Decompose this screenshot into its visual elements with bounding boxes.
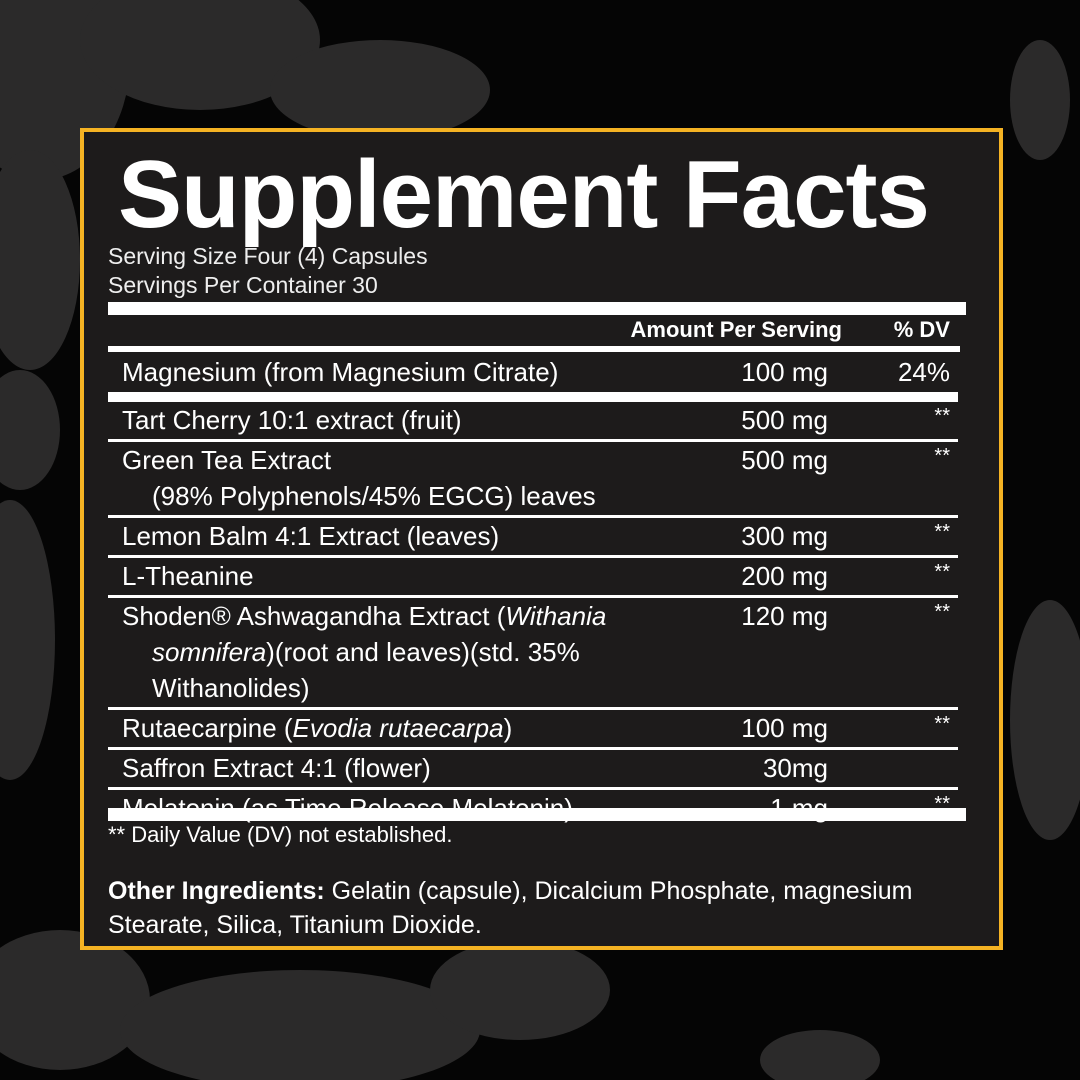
title: Supplement Facts (118, 141, 930, 248)
table-row: Lemon Balm 4:1 Extract (leaves) 300 mg *… (108, 518, 958, 558)
name-italic: somnifera (152, 637, 267, 667)
name-text: )(root and leaves)(std. 35% (266, 637, 580, 667)
header-dv: % DV (893, 317, 950, 342)
name-line: somnifera)(root and leaves)(std. 35% (122, 634, 702, 670)
other-ingredients-label: Other Ingredients: (108, 877, 325, 905)
serving-info: Serving Size Four (4) Capsules Servings … (108, 242, 428, 300)
ingredient-name: Tart Cherry 10:1 extract (fruit) (122, 405, 462, 435)
ingredient-name: Rutaecarpine (Evodia rutaecarpa) (108, 710, 702, 746)
ingredient-amount: 120 mg (741, 601, 828, 631)
header-amount: Amount Per Serving (630, 317, 842, 342)
table-row: Green Tea Extract (98% Polyphenols/45% EG… (108, 442, 958, 518)
other-ingredients-text: Gelatin (capsule), Dicalcium Phosphate, … (108, 877, 913, 939)
table-row: Saffron Extract 4:1 (flower) 30mg (108, 750, 958, 790)
name-line: Green Tea Extract (122, 445, 332, 475)
table-header: Amount Per Serving % DV (108, 317, 950, 347)
name-line: Withanolides) (152, 673, 310, 703)
ingredient-name: Green Tea Extract (98% Polyphenols/45% EG… (108, 442, 702, 514)
ingredient-dv: ** (934, 561, 950, 583)
servings-per-container: Servings Per Container 30 (108, 272, 378, 298)
ingredient-dv: ** (934, 601, 950, 623)
ingredient-name: Shoden® Ashwagandha Extract (Withania som… (108, 598, 702, 706)
table-row: Shoden® Ashwagandha Extract (Withania som… (108, 598, 958, 710)
other-ingredients: Other Ingredients: Gelatin (capsule), Di… (108, 874, 968, 942)
serving-size: Serving Size Four (4) Capsules (108, 243, 428, 269)
supplement-facts-panel: Supplement Facts Serving Size Four (4) C… (80, 128, 1003, 950)
divider-thick-bottom (108, 808, 966, 821)
name-italic: Evodia rutaecarpa (292, 713, 504, 743)
table-row: Magnesium (from Magnesium Citrate) 100 m… (108, 354, 958, 402)
name-line: (98% Polyphenols/45% EGCG) leaves (152, 481, 596, 511)
ingredient-name: L-Theanine (122, 561, 254, 591)
ingredients-table: Magnesium (from Magnesium Citrate) 100 m… (108, 354, 958, 827)
ingredient-dv: ** (934, 445, 950, 467)
ingredient-dv: ** (934, 713, 950, 735)
divider-medium (108, 346, 960, 352)
table-row: Rutaecarpine (Evodia rutaecarpa) 100 mg … (108, 710, 958, 750)
ingredient-name: Lemon Balm 4:1 Extract (leaves) (122, 521, 500, 551)
footnote: ** Daily Value (DV) not established. (108, 822, 453, 847)
ingredient-amount: 500 mg (741, 405, 828, 435)
table-row: Tart Cherry 10:1 extract (fruit) 500 mg … (108, 402, 958, 442)
ingredient-amount: 100 mg (741, 713, 828, 743)
name-italic: Withania (505, 601, 607, 631)
name-text: Rutaecarpine ( (122, 713, 293, 743)
ingredient-name: Saffron Extract 4:1 (flower) (122, 753, 431, 783)
table-row: L-Theanine 200 mg ** (108, 558, 958, 598)
ingredient-dv: 24% (897, 357, 950, 387)
ingredient-amount: 300 mg (741, 521, 828, 551)
ingredient-dv: ** (934, 521, 950, 543)
ingredient-amount: 100 mg (741, 357, 828, 387)
ingredient-dv: ** (934, 405, 950, 427)
name-text: Shoden® Ashwagandha Extract ( (122, 601, 506, 631)
ingredient-name: Magnesium (from Magnesium Citrate) (122, 357, 559, 387)
ingredient-amount: 500 mg (741, 445, 828, 475)
divider-thick (108, 302, 966, 315)
ingredient-amount: 30mg (762, 753, 828, 783)
ingredient-amount: 200 mg (741, 561, 828, 591)
name-text: ) (503, 713, 513, 743)
